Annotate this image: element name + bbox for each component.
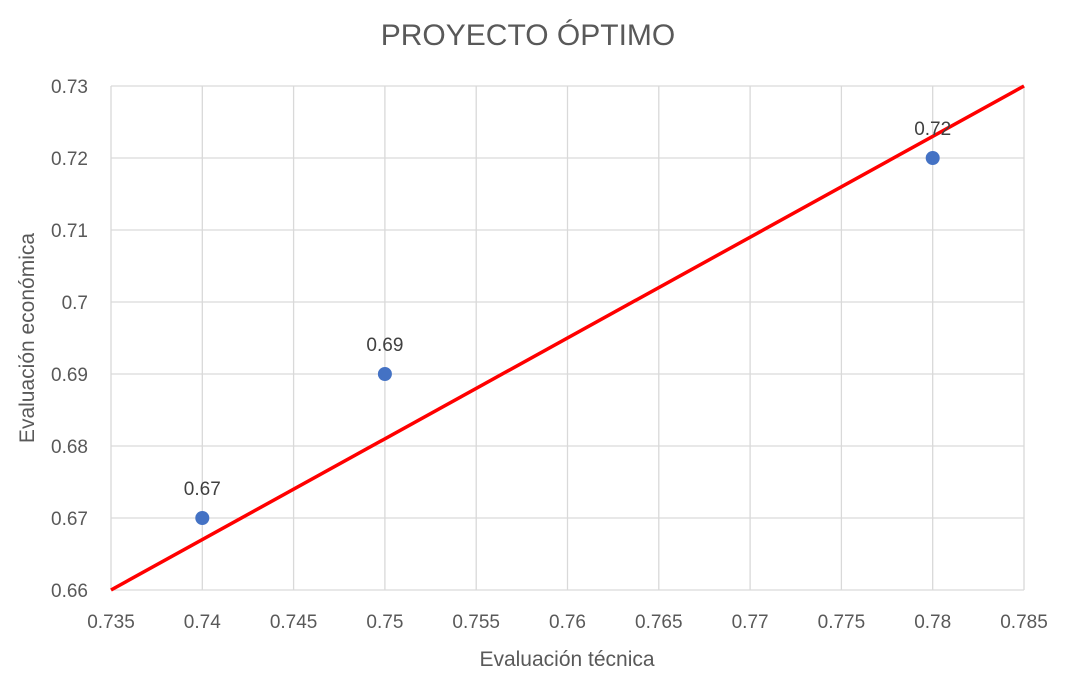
y-tick-label: 0.71 xyxy=(51,221,88,242)
chart-title: PROYECTO ÓPTIMO xyxy=(381,19,675,52)
y-tick-label: 0.72 xyxy=(51,149,88,170)
x-tick-label: 0.76 xyxy=(549,612,586,633)
x-axis-title: Evaluación técnica xyxy=(479,648,654,671)
data-points-layer xyxy=(195,151,940,525)
x-tick-label: 0.77 xyxy=(732,612,769,633)
x-tick-label: 0.735 xyxy=(87,612,135,633)
reference-line xyxy=(110,84,1025,592)
y-tick-label: 0.69 xyxy=(51,365,88,386)
data-label: 0.67 xyxy=(184,479,221,500)
x-tick-label: 0.755 xyxy=(452,612,500,633)
y-tick-label: 0.7 xyxy=(62,293,88,314)
y-tick-label: 0.67 xyxy=(51,509,88,530)
y-tick-label: 0.68 xyxy=(51,437,88,458)
x-tick-label: 0.75 xyxy=(366,612,403,633)
reference-line-layer xyxy=(110,84,1025,592)
y-tick-label: 0.73 xyxy=(51,77,88,98)
x-tick-label: 0.78 xyxy=(914,612,951,633)
grid-layer xyxy=(110,85,1025,591)
data-point xyxy=(195,511,210,525)
tick-labels-layer: 0.735 0.74 0.745 0.75 0.755 0.76 0.765 0.77 0.77… xyxy=(51,77,1048,633)
x-tick-label: 0.745 xyxy=(270,612,318,633)
data-labels-layer: 0.67 0.69 0.72 xyxy=(184,119,951,500)
data-point xyxy=(925,151,940,165)
x-tick-label: 0.785 xyxy=(1000,612,1048,633)
data-label: 0.69 xyxy=(366,335,403,356)
data-point xyxy=(377,367,392,381)
y-tick-label: 0.66 xyxy=(51,581,88,602)
x-tick-label: 0.765 xyxy=(635,612,683,633)
data-label: 0.72 xyxy=(914,119,951,140)
y-axis-title: Evaluación económica xyxy=(16,233,39,443)
x-tick-label: 0.74 xyxy=(184,612,221,633)
x-tick-label: 0.775 xyxy=(818,612,866,633)
